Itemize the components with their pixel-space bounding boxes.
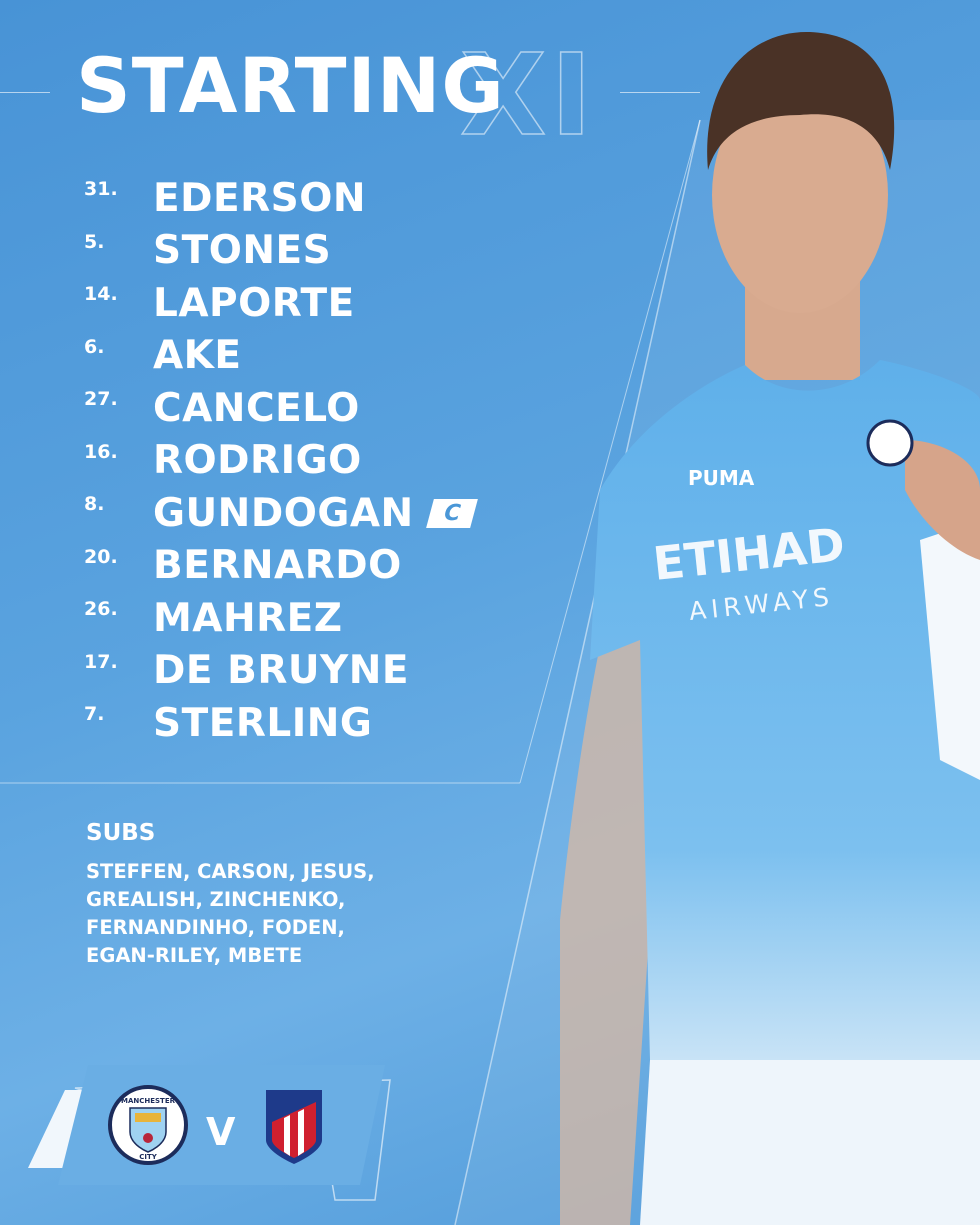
- player-number: 27.: [84, 388, 118, 410]
- subs-line: FERNANDINHO, FODEN,: [86, 916, 345, 939]
- player-photo: PUMA ETIHAD AIRWAYS: [560, 31, 980, 1225]
- shirt: [590, 360, 980, 1060]
- player-number: 20.: [84, 545, 118, 568]
- subs-label: SUBS: [86, 820, 156, 846]
- diagonal-line: [454, 119, 701, 1225]
- lineup-row: 17. DE BRUYNE: [84, 645, 409, 697]
- svg-text:MANCHESTER: MANCHESTER: [121, 1097, 176, 1105]
- player-name: STONES: [153, 228, 332, 273]
- player-name: DE BRUYNE: [153, 648, 410, 693]
- fixture-panel: MANCHESTER CITY: [28, 1065, 391, 1201]
- lineup-row: 26. MAHREZ: [84, 592, 343, 644]
- subs-line: GREALISH, ZINCHENKO,: [86, 888, 346, 911]
- player-name: GUNDOGAN: [153, 490, 414, 536]
- shirt-crest-icon: [866, 419, 914, 467]
- lineup-row: 20. BERNARDO: [84, 540, 402, 592]
- lineup-row: 27. CANCELO: [84, 382, 360, 434]
- lineup-row: 8. GUNDOGAN C: [84, 487, 478, 539]
- puma-icon: PUMA: [688, 466, 755, 490]
- subs-list: STEFFEN, CARSON, JESUS, GREALISH, ZINCHE…: [86, 858, 426, 970]
- player-number: 16.: [84, 440, 118, 463]
- player-name: BERNARDO: [153, 543, 402, 588]
- player-name: MAHREZ: [153, 595, 343, 641]
- player-name: STERLING: [153, 700, 373, 746]
- face: [712, 77, 888, 313]
- lineup-row: 5. STONES: [84, 225, 331, 277]
- title-rule-right: [620, 92, 700, 93]
- player-number: 31.: [84, 178, 118, 200]
- player-number: 26.: [84, 598, 118, 620]
- player-name: AKE: [153, 333, 242, 378]
- player-name: RODRIGO: [153, 438, 362, 483]
- player-name: LAPORTE: [153, 280, 355, 326]
- title-rule-left: [0, 92, 50, 93]
- player-name: CANCELO: [153, 385, 360, 431]
- player-number: 7.: [84, 703, 105, 725]
- lineup-row: 14. LAPORTE: [84, 277, 355, 329]
- versus-label: V: [206, 1110, 236, 1154]
- atletico-madrid-crest: [266, 1090, 322, 1164]
- subs-line: STEFFEN, CARSON, JESUS,: [86, 860, 375, 883]
- svg-text:CITY: CITY: [139, 1153, 158, 1161]
- player-number: 14.: [84, 283, 118, 305]
- player-number: 6.: [84, 335, 105, 358]
- player-name: EDERSON: [153, 175, 367, 221]
- player-number: 17.: [84, 650, 118, 673]
- lineup-row: 31. EDERSON: [84, 172, 366, 224]
- player-number: 5.: [84, 230, 105, 253]
- subs-line: EGAN-RILEY, MBETE: [86, 944, 303, 967]
- page-title: STARTING: [76, 41, 505, 130]
- lineup-row: 7. STERLING: [84, 697, 372, 749]
- manchester-city-crest: MANCHESTER CITY: [108, 1085, 188, 1165]
- hair: [707, 31, 895, 170]
- captain-badge: C: [425, 498, 478, 528]
- lineup-row: 16. RODRIGO: [84, 435, 362, 487]
- lineup-row: 6. AKE: [84, 330, 242, 382]
- player-number: 8.: [84, 493, 105, 515]
- title-outline: XI: [459, 31, 597, 161]
